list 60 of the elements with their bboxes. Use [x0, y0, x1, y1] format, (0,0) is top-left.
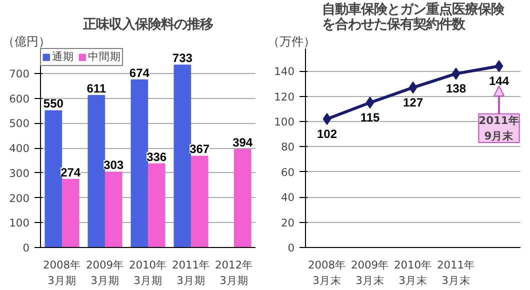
x-tick-label: 2008年 3月期 — [42, 258, 82, 288]
y-tick-label: 600 — [9, 92, 30, 106]
y-tick-label: 120 — [274, 90, 295, 104]
data-label: 611 — [86, 82, 106, 96]
x-tick-label: 2010年 3月期 — [128, 258, 168, 288]
y-tick-label: 100 — [9, 216, 30, 230]
data-label: 144 — [488, 74, 510, 88]
x-tick-label: 2010年 3月末 — [394, 258, 432, 288]
x-tick-label: 2008年 3月末 — [308, 258, 346, 288]
bar — [88, 95, 106, 248]
legend-label: 通期 — [52, 50, 74, 64]
point — [366, 96, 374, 109]
x-tick-label: 2009年 3月期 — [86, 258, 124, 288]
y-tick-label: 300 — [9, 166, 30, 180]
bar — [174, 64, 192, 248]
data-label: 733 — [172, 51, 193, 66]
data-label: 394 — [232, 135, 253, 150]
bar — [234, 148, 252, 248]
data-label: 138 — [446, 82, 466, 96]
y-tick-label: 20 — [280, 216, 295, 230]
bar — [44, 110, 62, 248]
y-tick-label: 0 — [22, 242, 30, 254]
annotation: 2011年 9月末 — [478, 114, 520, 142]
data-label: 115 — [360, 110, 380, 125]
data-label: 367 — [190, 142, 210, 156]
chart-title: 正味収入保険料の推移 — [82, 16, 213, 32]
x-tick-label: 2012年 3月期 — [214, 258, 254, 288]
y-tick-label: 60 — [280, 166, 295, 179]
x-tick-label: 2011年 3月期 — [172, 258, 210, 288]
y-tick-label: 700 — [9, 67, 30, 80]
data-label: 303 — [104, 158, 124, 172]
y-tick-label: 200 — [9, 192, 30, 205]
y-tick-label: 80 — [280, 140, 295, 154]
y-tick-label: 500 — [9, 117, 30, 130]
bar — [190, 156, 208, 248]
chart-title: 自動車保険とガン重点医療保険を合わせた保有契約件数 — [322, 2, 505, 32]
y-axis-title: （億円） — [2, 34, 50, 48]
bar — [62, 178, 80, 248]
data-label: 274 — [60, 165, 81, 180]
data-label: 336 — [146, 150, 167, 164]
y-tick-label: 100 — [274, 116, 295, 129]
data-label: 127 — [402, 96, 424, 110]
point — [452, 68, 460, 80]
y-tick-label: 400 — [9, 142, 30, 155]
y-tick-label: 0 — [288, 242, 295, 254]
data-label: 550 — [43, 96, 64, 111]
point — [322, 113, 332, 126]
x-tick-label: 2011年 3月末 — [436, 258, 476, 288]
bar — [130, 79, 148, 248]
y-axis-title: （万件） — [268, 34, 316, 48]
data-label: 102 — [316, 127, 338, 142]
y-tick-label: 140 — [274, 65, 295, 78]
x-tick-label: 2009年 3月末 — [350, 258, 390, 288]
bar — [148, 163, 166, 248]
legend-label: 中間期 — [88, 50, 121, 64]
point — [494, 60, 504, 72]
data-label: 674 — [129, 66, 150, 80]
point — [408, 82, 418, 94]
bar — [104, 172, 122, 248]
y-tick-label: 40 — [280, 191, 295, 204]
